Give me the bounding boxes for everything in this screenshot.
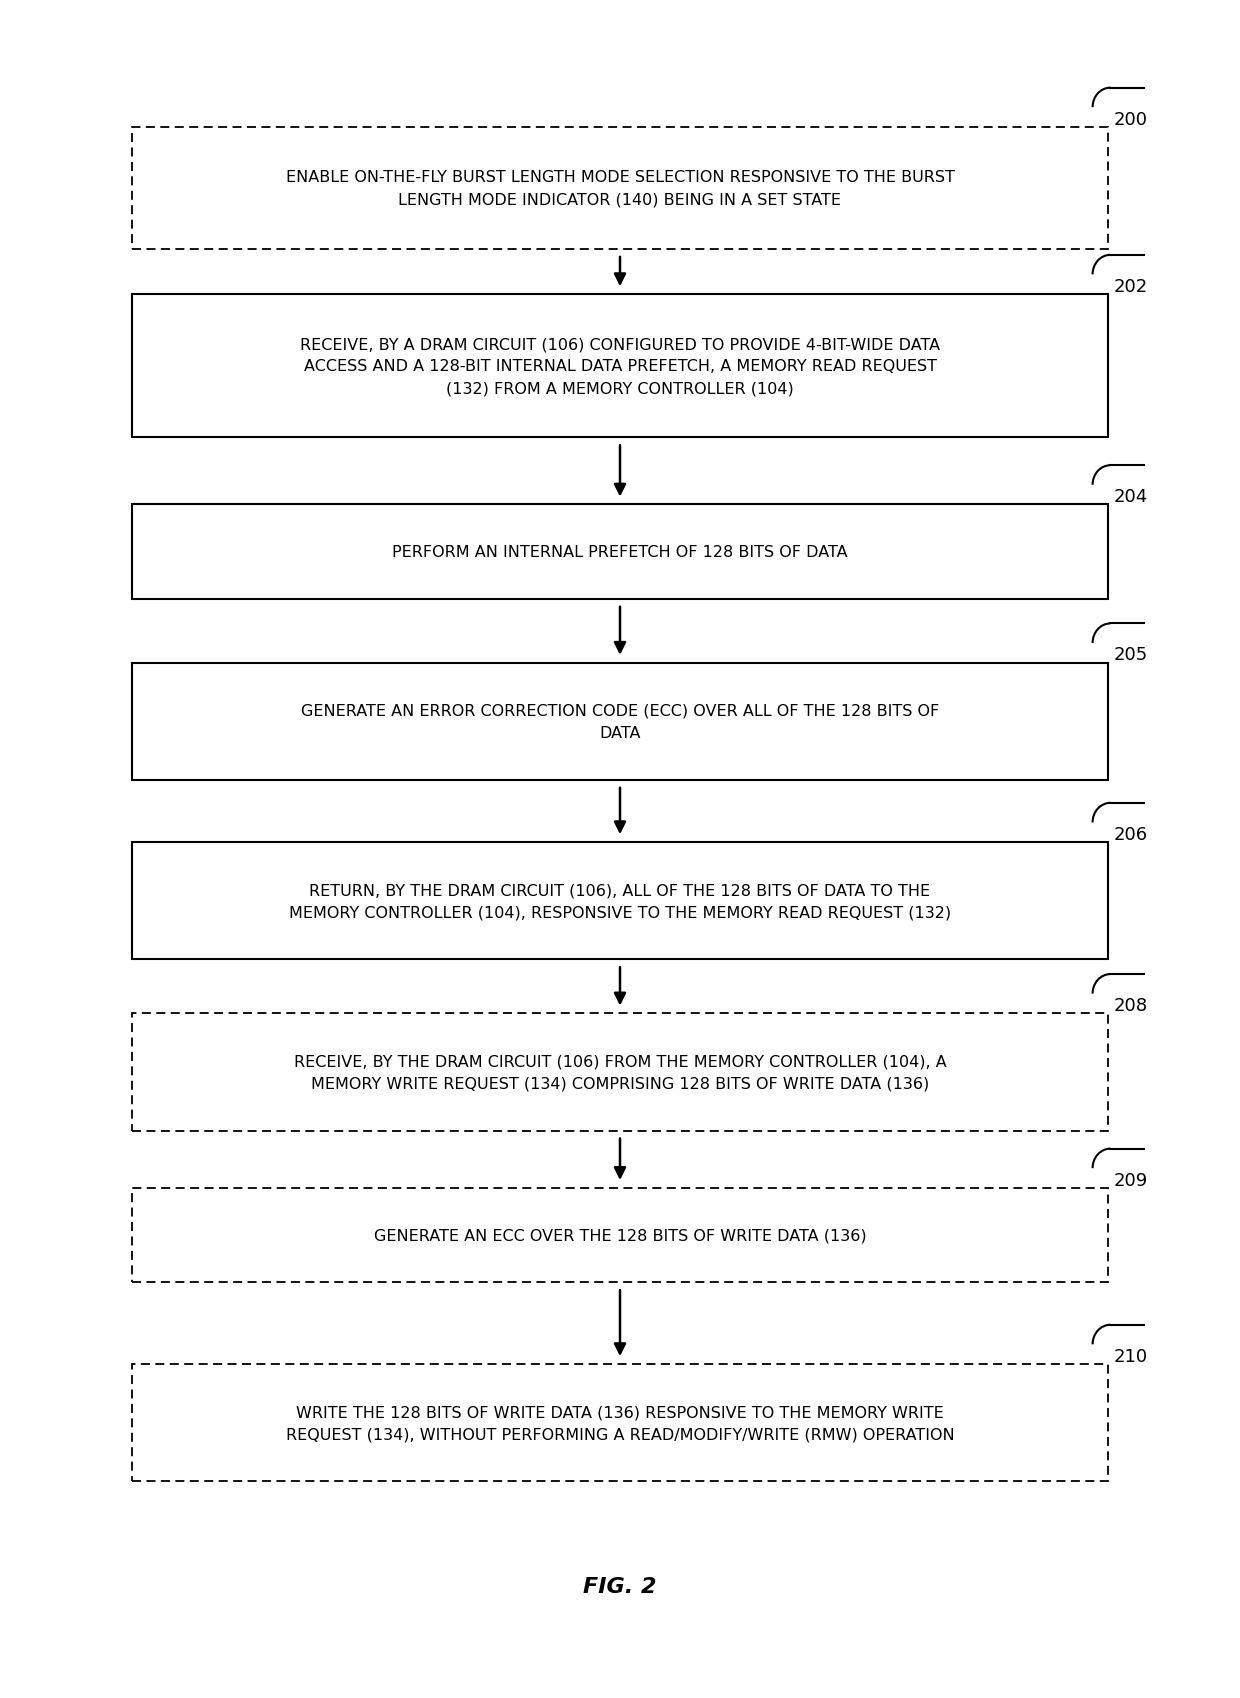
Text: 205: 205: [1114, 645, 1148, 664]
Text: 209: 209: [1114, 1172, 1148, 1189]
Text: PERFORM AN INTERNAL PREFETCH OF 128 BITS OF DATA: PERFORM AN INTERNAL PREFETCH OF 128 BITS…: [392, 545, 848, 560]
Bar: [131, 664, 1109, 781]
Text: GENERATE AN ERROR CORRECTION CODE (ECC) OVER ALL OF THE 128 BITS OF
DATA: GENERATE AN ERROR CORRECTION CODE (ECC) …: [301, 703, 939, 740]
Bar: [131, 127, 1109, 250]
Text: 200: 200: [1114, 110, 1148, 129]
Text: 204: 204: [1114, 487, 1148, 506]
Bar: [131, 504, 1109, 599]
Text: WRITE THE 128 BITS OF WRITE DATA (136) RESPONSIVE TO THE MEMORY WRITE
REQUEST (1: WRITE THE 128 BITS OF WRITE DATA (136) R…: [285, 1404, 955, 1442]
Bar: [131, 1363, 1109, 1481]
Text: RECEIVE, BY THE DRAM CIRCUIT (106) FROM THE MEMORY CONTROLLER (104), A
MEMORY WR: RECEIVE, BY THE DRAM CIRCUIT (106) FROM …: [294, 1054, 946, 1090]
Text: RECEIVE, BY A DRAM CIRCUIT (106) CONFIGURED TO PROVIDE 4-BIT-WIDE DATA
ACCESS AN: RECEIVE, BY A DRAM CIRCUIT (106) CONFIGU…: [300, 336, 940, 396]
Text: GENERATE AN ECC OVER THE 128 BITS OF WRITE DATA (136): GENERATE AN ECC OVER THE 128 BITS OF WRI…: [373, 1228, 867, 1243]
Text: ENABLE ON-THE-FLY BURST LENGTH MODE SELECTION RESPONSIVE TO THE BURST
LENGTH MOD: ENABLE ON-THE-FLY BURST LENGTH MODE SELE…: [285, 170, 955, 207]
Text: 210: 210: [1114, 1347, 1148, 1365]
Text: FIG. 2: FIG. 2: [583, 1576, 657, 1596]
Text: 206: 206: [1114, 825, 1148, 844]
Bar: [131, 1014, 1109, 1131]
Text: 208: 208: [1114, 997, 1148, 1014]
Bar: [131, 842, 1109, 959]
Bar: [131, 295, 1109, 438]
Text: 202: 202: [1114, 278, 1148, 295]
Bar: [131, 1189, 1109, 1282]
Text: RETURN, BY THE DRAM CIRCUIT (106), ALL OF THE 128 BITS OF DATA TO THE
MEMORY CON: RETURN, BY THE DRAM CIRCUIT (106), ALL O…: [289, 883, 951, 920]
